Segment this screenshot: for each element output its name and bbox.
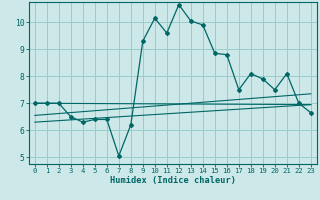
X-axis label: Humidex (Indice chaleur): Humidex (Indice chaleur): [110, 176, 236, 185]
